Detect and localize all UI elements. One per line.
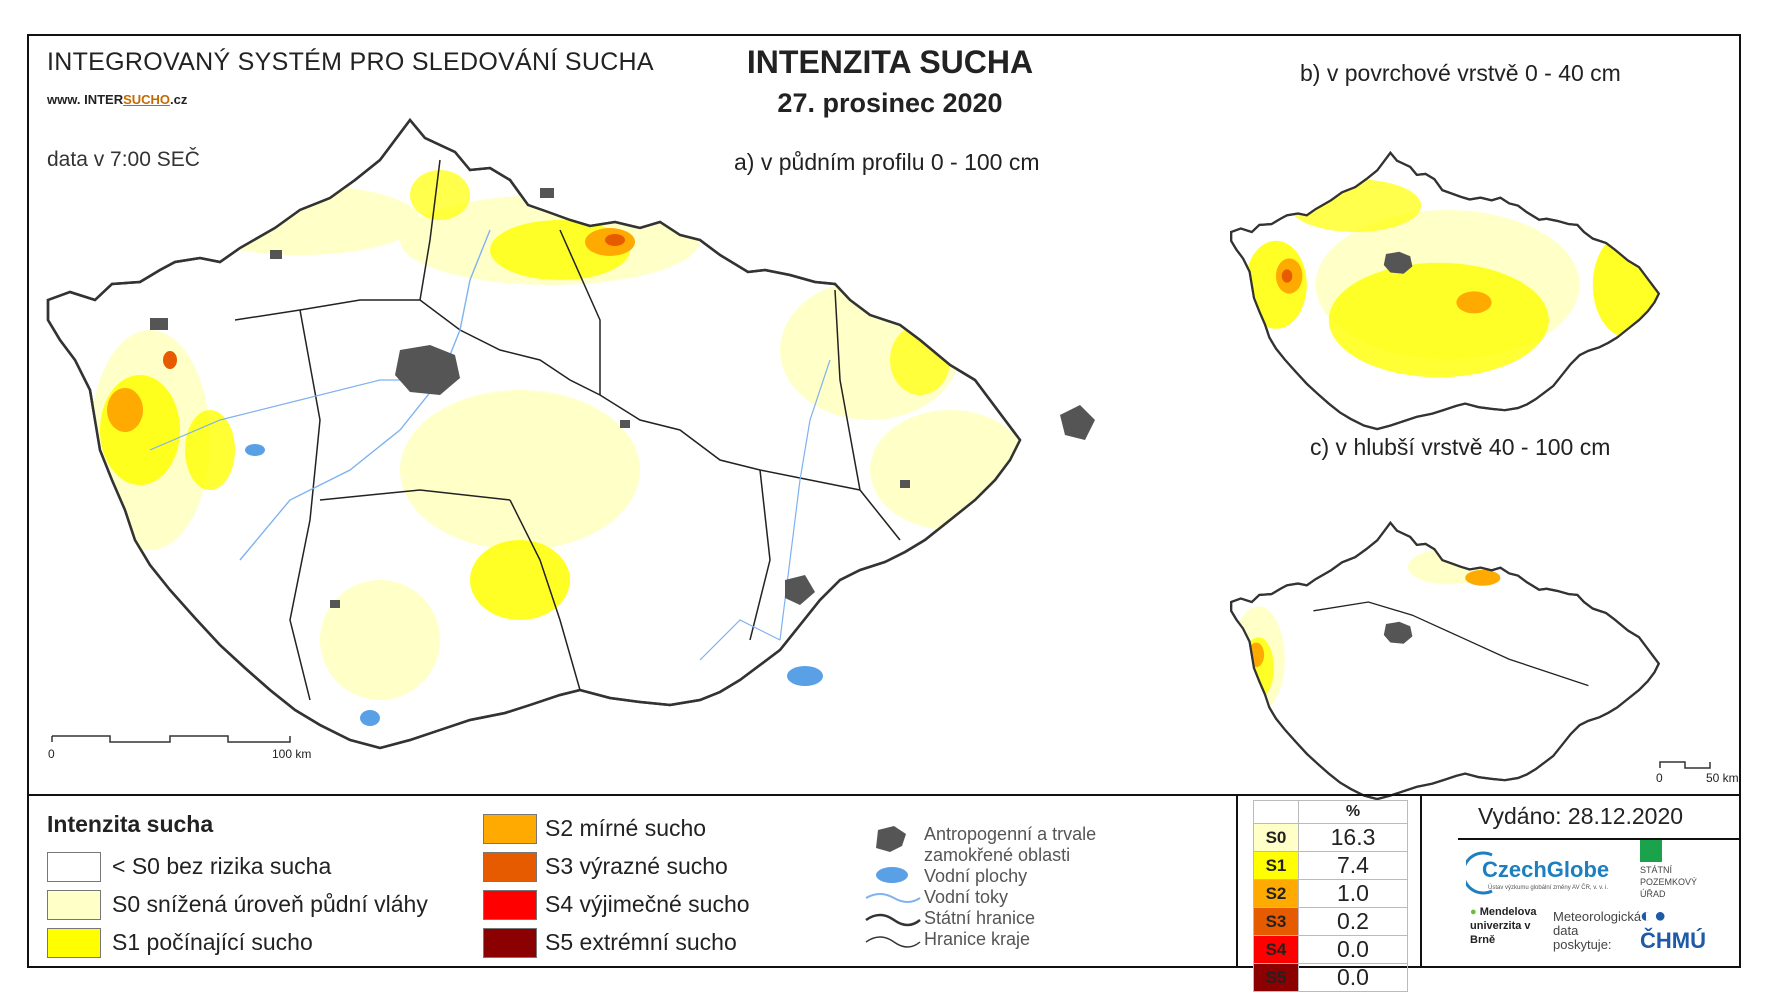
mendel-name: Mendelova univerzita v Brně xyxy=(1470,906,1537,946)
legend-swatch-5 xyxy=(483,890,537,920)
map-panel-c xyxy=(1230,521,1660,801)
stat-value-s5: 0.0 xyxy=(1298,963,1408,992)
panel-c-label: c) v hlubší vrstvě 40 - 100 cm xyxy=(1310,434,1611,460)
stats-divider-left xyxy=(1236,794,1238,968)
stat-value-s0: 16.3 xyxy=(1298,823,1408,852)
spu-logo: STÁTNÍ POZEMKOVÝ ÚŘAD xyxy=(1640,840,1712,900)
legend-swatch-4 xyxy=(483,852,537,882)
panel-b-label: b) v povrchové vrstvě 0 - 40 cm xyxy=(1300,60,1621,86)
table-row: S2 1.0 xyxy=(1253,879,1408,908)
issued-date: Vydáno: 28.12.2020 xyxy=(1478,803,1684,829)
mendel-dots-icon: ● xyxy=(1470,906,1480,918)
table-row: S0 16.3 xyxy=(1253,823,1408,852)
stat-code-s4: S4 xyxy=(1253,935,1299,964)
meteo-label: Meteorologická data poskytuje: xyxy=(1553,909,1642,952)
stat-code-s0: S0 xyxy=(1253,823,1299,852)
legend-title: Intenzita sucha xyxy=(47,811,214,837)
drought-stats-table: % S0 16.3 S1 7.4 S2 1.0 S3 0.2 S4 0.0 S5 0.0 xyxy=(1253,800,1408,992)
stat-value-s2: 1.0 xyxy=(1298,879,1408,908)
scale-small-start: 0 xyxy=(1656,771,1663,785)
table-row: S3 0.2 xyxy=(1253,907,1408,936)
legend-divider xyxy=(27,794,1741,796)
legend-label-0: < S0 bez rizika sucha xyxy=(112,853,332,879)
table-header-code xyxy=(1253,800,1299,824)
layer-label-state: Státní hranice xyxy=(924,908,1036,928)
spu-mark-icon xyxy=(1640,840,1662,862)
website-link[interactable]: www. INTERSUCHO.cz xyxy=(47,92,187,107)
system-title: INTEGROVANÝ SYSTÉM PRO SLEDOVÁNÍ SUCHA xyxy=(47,48,654,76)
scale-main-start: 0 xyxy=(48,747,55,761)
czechglobe-arc-icon xyxy=(1466,851,1493,895)
scale-bar-small xyxy=(1659,761,1711,769)
website-highlight: SUCHO xyxy=(123,92,171,107)
legend-label-5: S4 výjimečné sucho xyxy=(545,891,750,917)
table-header-row: % xyxy=(1253,800,1408,824)
map-frame xyxy=(27,34,1741,968)
stats-divider-right xyxy=(1420,794,1422,968)
table-row: S1 7.4 xyxy=(1253,851,1408,880)
website-suffix: .cz xyxy=(170,92,188,107)
map-date: 27. prosinec 2020 xyxy=(777,88,1003,118)
map-title: INTENZITA SUCHA xyxy=(746,44,1034,80)
legend-label-6: S5 extrémní sucho xyxy=(545,929,737,955)
stat-value-s4: 0.0 xyxy=(1298,935,1408,964)
spu-name: STÁTNÍ POZEMKOVÝ ÚŘAD xyxy=(1640,865,1698,899)
table-row: S4 0.0 xyxy=(1253,935,1408,964)
panel-a-label: a) v půdním profilu 0 - 100 cm xyxy=(734,149,1040,175)
layer-label-water: Vodní plochy xyxy=(924,866,1028,886)
data-time: data v 7:00 SEČ xyxy=(47,148,200,171)
chmu-name: ČHMÚ xyxy=(1640,928,1706,953)
legend-swatch-6 xyxy=(483,928,537,958)
stat-code-s2: S2 xyxy=(1253,879,1299,908)
legend-swatch-3 xyxy=(483,814,537,844)
legend-swatch-2 xyxy=(47,928,101,958)
legend-label-1: S0 snížená úroveň půdní vláhy xyxy=(112,891,428,917)
mendel-logo: ● Mendelova univerzita v Brně xyxy=(1470,905,1545,947)
scale-bar-main xyxy=(51,735,291,743)
stat-code-s1: S1 xyxy=(1253,851,1299,880)
czechglobe-name: CzechGlobe xyxy=(1482,857,1610,882)
map-panel-b xyxy=(1230,151,1660,431)
map-panel-a xyxy=(46,118,1095,750)
stat-value-s3: 0.2 xyxy=(1298,907,1408,936)
czechglobe-subtitle: Ústav výzkumu globální změny AV ČR, v. v… xyxy=(1488,885,1609,891)
stat-code-s3: S3 xyxy=(1253,907,1299,936)
layer-label-urban: Antropogenní a trvale zamokřené oblasti xyxy=(924,824,1097,865)
website-prefix: www. INTER xyxy=(47,92,124,107)
chmu-mark-icon: ◐● xyxy=(1640,905,1669,927)
legend-label-2: S1 počínající sucho xyxy=(112,929,313,955)
stat-value-s1: 7.4 xyxy=(1298,851,1408,880)
table-header-percent: % xyxy=(1298,800,1408,824)
czechglobe-logo: CzechGlobe Ústav výzkumu globální změny … xyxy=(1466,845,1640,901)
scale-small-end: 50 km xyxy=(1706,771,1739,785)
stat-code-s5: S5 xyxy=(1253,963,1299,992)
chmu-logo: ◐● ČHMÚ xyxy=(1640,905,1706,954)
legend-label-4: S3 výrazné sucho xyxy=(545,853,728,879)
scale-main-end: 100 km xyxy=(272,747,312,761)
logos-area xyxy=(1458,838,1740,968)
table-row: S5 0.0 xyxy=(1253,963,1408,992)
legend-swatch-1 xyxy=(47,890,101,920)
layer-label-region: Hranice kraje xyxy=(924,929,1031,949)
legend-label-3: S2 mírné sucho xyxy=(545,815,707,841)
layer-label-rivers: Vodní toky xyxy=(924,887,1009,907)
legend-swatch-0 xyxy=(47,852,101,882)
